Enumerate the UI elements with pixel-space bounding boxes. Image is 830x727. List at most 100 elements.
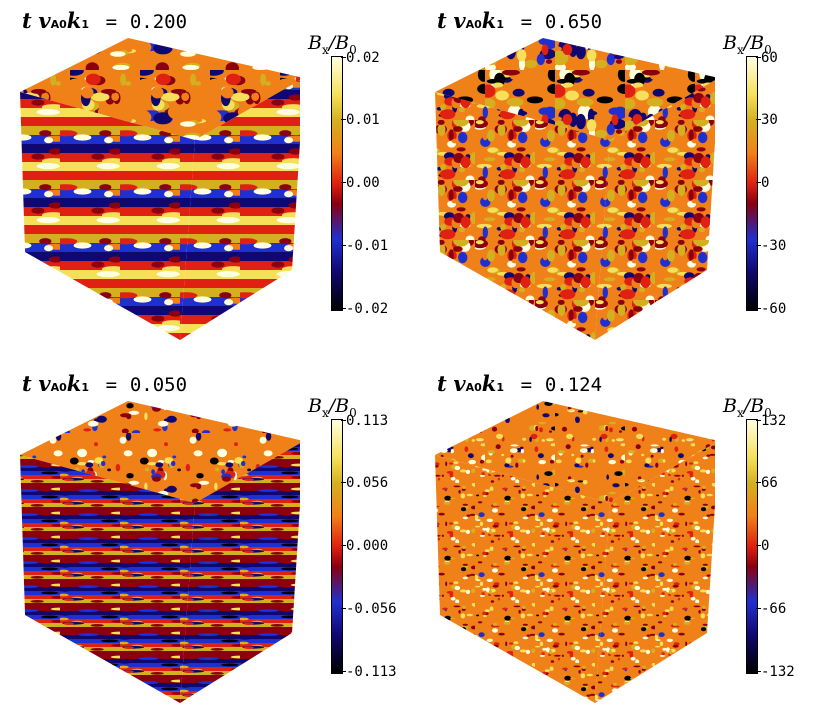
time-label: t vA0k1 = 0.050: [22, 371, 187, 396]
colorbar-tick-label: -0.02: [346, 301, 389, 317]
panel-top-left: t vA0k1 = 0.200 Bx/B0 0.02 0.01 0.00 -0.…: [0, 0, 415, 363]
wavenumber-subscript: 1: [81, 18, 89, 31]
colorbar-tick-label: -60: [761, 301, 787, 317]
equals-sign: =: [105, 11, 118, 33]
colorbar-tick-label: 0.000: [346, 538, 389, 554]
wavenumber-subscript: 1: [496, 381, 504, 394]
colorbar-tick: [341, 119, 346, 120]
velocity-symbol: v: [38, 371, 51, 396]
panel-bottom-right: t vA0k1 = 0.124 Bx/B0 132 66 0 -66 -132: [415, 363, 830, 727]
wavenumber-subscript: 1: [496, 18, 504, 31]
colorbar-title: Bx/B0: [308, 32, 357, 57]
colorbar-tick: [341, 57, 346, 58]
colorbar-tick-label: -0.01: [346, 238, 389, 254]
velocity-subscript: A0: [465, 18, 482, 31]
cube-right-face: [595, 443, 715, 703]
cube-top-face: [435, 38, 715, 140]
cube-left-face: [435, 92, 610, 340]
cube-left-face: [435, 455, 610, 703]
colorbar-tick-label: 0.01: [346, 112, 380, 128]
time-symbol: t: [437, 8, 447, 33]
velocity-symbol: v: [38, 8, 51, 33]
colorbar-tick-label: 60: [761, 50, 778, 66]
field-cube: [435, 38, 715, 340]
wavenumber-symbol: k: [66, 371, 82, 396]
colorbar: [331, 419, 343, 674]
cube-left-face: [20, 92, 195, 340]
time-label: t vA0k1 = 0.650: [437, 8, 602, 33]
time-value: 0.650: [544, 11, 603, 33]
colorbar-tick: [756, 308, 761, 309]
colorbar: [746, 56, 758, 311]
cube-right-face: [595, 80, 715, 340]
time-value: 0.124: [544, 374, 603, 396]
wavenumber-subscript: 1: [81, 381, 89, 394]
colorbar-tick-label: -30: [761, 238, 787, 254]
colorbar-tick: [341, 245, 346, 246]
colorbar-tick: [341, 182, 346, 183]
wavenumber-symbol: k: [481, 371, 497, 396]
colorbar-tick: [756, 119, 761, 120]
cube-right-face: [180, 443, 300, 703]
colorbar-tick-label: -0.056: [346, 601, 397, 617]
panel-top-right: t vA0k1 = 0.650 Bx/B0 60 30 0 -30 -60: [415, 0, 830, 363]
colorbar-tick: [756, 182, 761, 183]
colorbar-tick-label: 66: [761, 475, 778, 491]
colorbar-tick: [756, 482, 761, 483]
colorbar-title: Bx/B0: [308, 395, 357, 420]
time-symbol: t: [22, 371, 32, 396]
colorbar-tick-label: 0: [761, 175, 770, 191]
colorbar-tick: [341, 608, 346, 609]
colorbar-tick: [756, 420, 761, 421]
colorbar-tick: [756, 671, 761, 672]
field-cube: [20, 38, 300, 340]
panel-bottom-left: t vA0k1 = 0.050 Bx/B0 0.113 0.056 0.000 …: [0, 363, 415, 727]
colorbar-tick: [341, 420, 346, 421]
colorbar-tick-label: 132: [761, 413, 787, 429]
equals-sign: =: [520, 374, 533, 396]
colorbar-tick: [341, 482, 346, 483]
velocity-subscript: A0: [50, 381, 67, 394]
field-cube: [435, 401, 715, 703]
cube-top-face: [20, 401, 300, 503]
colorbar: [331, 56, 343, 311]
colorbar: [746, 419, 758, 674]
time-value: 0.200: [129, 11, 188, 33]
colorbar-tick-label: 0.00: [346, 175, 380, 191]
colorbar-tick-label: 0.113: [346, 413, 389, 429]
wavenumber-symbol: k: [481, 8, 497, 33]
colorbar-title: Bx/B0: [723, 395, 772, 420]
colorbar-tick-label: 30: [761, 112, 778, 128]
wavenumber-symbol: k: [66, 8, 82, 33]
colorbar-tick-label: 0.056: [346, 475, 389, 491]
colorbar-tick-label: 0: [761, 538, 770, 554]
time-label: t vA0k1 = 0.124: [437, 371, 602, 396]
colorbar-title: Bx/B0: [723, 32, 772, 57]
velocity-symbol: v: [453, 8, 466, 33]
time-symbol: t: [22, 8, 32, 33]
colorbar-tick-label: -66: [761, 601, 787, 617]
cube-right-face: [180, 80, 300, 340]
time-symbol: t: [437, 371, 447, 396]
equals-sign: =: [105, 374, 118, 396]
cube-top-face: [20, 38, 300, 140]
colorbar-tick: [341, 671, 346, 672]
velocity-subscript: A0: [50, 18, 67, 31]
cube-top-face: [435, 401, 715, 503]
colorbar-tick: [756, 57, 761, 58]
velocity-symbol: v: [453, 371, 466, 396]
colorbar-tick: [756, 245, 761, 246]
time-label: t vA0k1 = 0.200: [22, 8, 187, 33]
colorbar-tick: [756, 545, 761, 546]
field-cube: [20, 401, 300, 703]
colorbar-tick-label: -0.113: [346, 664, 397, 680]
colorbar-tick: [756, 608, 761, 609]
colorbar-tick: [341, 308, 346, 309]
colorbar-tick-label: 0.02: [346, 50, 380, 66]
cube-left-face: [20, 455, 195, 703]
colorbar-tick-label: -132: [761, 664, 795, 680]
equals-sign: =: [520, 11, 533, 33]
time-value: 0.050: [129, 374, 188, 396]
velocity-subscript: A0: [465, 381, 482, 394]
colorbar-tick: [341, 545, 346, 546]
